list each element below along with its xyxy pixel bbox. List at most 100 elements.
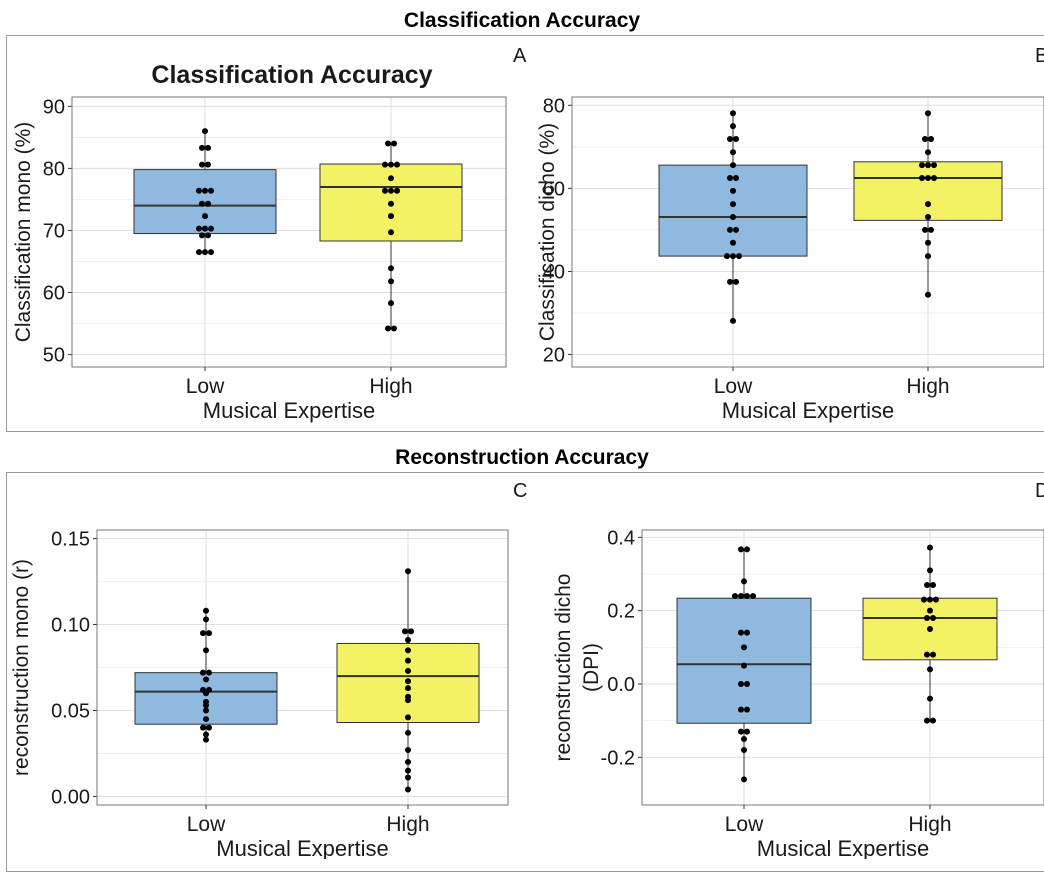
data-point — [741, 747, 747, 753]
data-point — [382, 161, 388, 168]
data-point — [738, 546, 744, 553]
data-point — [200, 686, 206, 693]
data-point — [921, 596, 927, 603]
data-point — [388, 200, 394, 207]
y-tick-label: 0.0 — [607, 674, 635, 696]
x-axis-label: Musical Expertise — [757, 836, 929, 859]
data-point — [925, 110, 931, 117]
section-title-classification: Classification Accuracy — [403, 9, 641, 32]
data-point — [196, 249, 202, 256]
data-point — [405, 774, 411, 781]
x-axis-label: Musical Expertise — [216, 836, 388, 859]
data-point — [388, 300, 394, 307]
x-axis-label: Musical Expertise — [722, 398, 894, 423]
data-point — [744, 681, 750, 687]
data-point — [724, 253, 730, 260]
data-point — [727, 175, 733, 181]
data-point — [925, 239, 931, 246]
data-point — [203, 676, 209, 683]
data-point — [927, 607, 933, 614]
data-point — [405, 714, 411, 721]
data-point — [203, 698, 209, 705]
data-point — [405, 667, 411, 674]
data-point — [924, 651, 930, 658]
plot-border — [71, 96, 507, 368]
y-tick-label: 70 — [43, 220, 65, 242]
data-point — [388, 278, 394, 285]
x-tick-label: Low — [186, 375, 225, 398]
data-point — [385, 140, 391, 147]
data-point — [738, 681, 744, 687]
data-point — [199, 232, 205, 239]
panel-label: D — [1035, 480, 1044, 502]
data-point — [394, 187, 400, 194]
y-tick-label: 0.05 — [51, 700, 90, 722]
chart-title: Classification Accuracy — [151, 61, 432, 89]
data-point — [738, 629, 744, 636]
data-point — [388, 175, 394, 182]
data-point — [736, 253, 742, 260]
data-point — [930, 582, 936, 588]
data-point — [199, 200, 205, 207]
y-tick-label: 0.00 — [51, 786, 90, 808]
y-tick-label: 80 — [543, 95, 565, 117]
box-high — [853, 161, 1003, 221]
data-point — [405, 678, 411, 685]
data-point — [205, 200, 211, 207]
data-point — [405, 568, 411, 575]
data-point — [927, 626, 933, 632]
panel-label: C — [513, 480, 527, 502]
x-tick-label: High — [906, 375, 949, 398]
data-point — [205, 144, 211, 151]
data-point — [727, 135, 733, 142]
data-point — [919, 162, 925, 169]
data-point — [388, 161, 394, 168]
x-tick-label: High — [369, 375, 412, 398]
data-point — [405, 685, 411, 692]
data-point — [405, 767, 411, 774]
data-point — [200, 669, 206, 676]
data-point — [741, 736, 747, 742]
data-point — [925, 149, 931, 156]
y-tick-label: 0.15 — [51, 529, 90, 551]
data-point — [727, 226, 733, 233]
data-point — [927, 596, 933, 603]
data-point — [925, 214, 931, 221]
data-point — [730, 239, 736, 246]
data-point — [730, 187, 736, 194]
data-point — [405, 647, 411, 654]
data-point — [202, 225, 208, 232]
data-point — [930, 717, 936, 724]
y-axis-label-line-2: (DPI) — [580, 643, 603, 692]
y-tick-label: 0.2 — [607, 601, 635, 623]
data-point — [730, 110, 736, 117]
data-point — [206, 630, 212, 637]
data-point — [733, 226, 739, 233]
x-axis-label: Musical Expertise — [203, 398, 375, 423]
data-point — [927, 666, 933, 673]
y-tick-label: 0.10 — [51, 615, 90, 637]
data-point — [733, 278, 739, 285]
section-title-reconstruction: Reconstruction Accuracy — [395, 446, 649, 469]
data-point — [925, 162, 931, 169]
data-point — [405, 729, 411, 736]
data-point — [931, 162, 937, 169]
y-tick-label: 90 — [43, 96, 65, 118]
data-point — [405, 693, 411, 700]
plot-background — [572, 97, 1044, 367]
data-point — [931, 175, 937, 181]
data-point — [733, 135, 739, 142]
y-axis-label: reconstruction dicho — [552, 574, 575, 762]
data-point — [741, 578, 747, 585]
data-point — [930, 651, 936, 658]
x-tick-label: Low — [725, 813, 764, 836]
data-point — [206, 724, 212, 731]
x-tick-label: Low — [187, 813, 226, 836]
chart-panel-b: 20 40 60 80 Low High Musical Expertise Classifi… — [536, 45, 1044, 423]
data-point — [922, 135, 928, 142]
data-point — [391, 140, 397, 147]
data-point — [203, 736, 209, 743]
